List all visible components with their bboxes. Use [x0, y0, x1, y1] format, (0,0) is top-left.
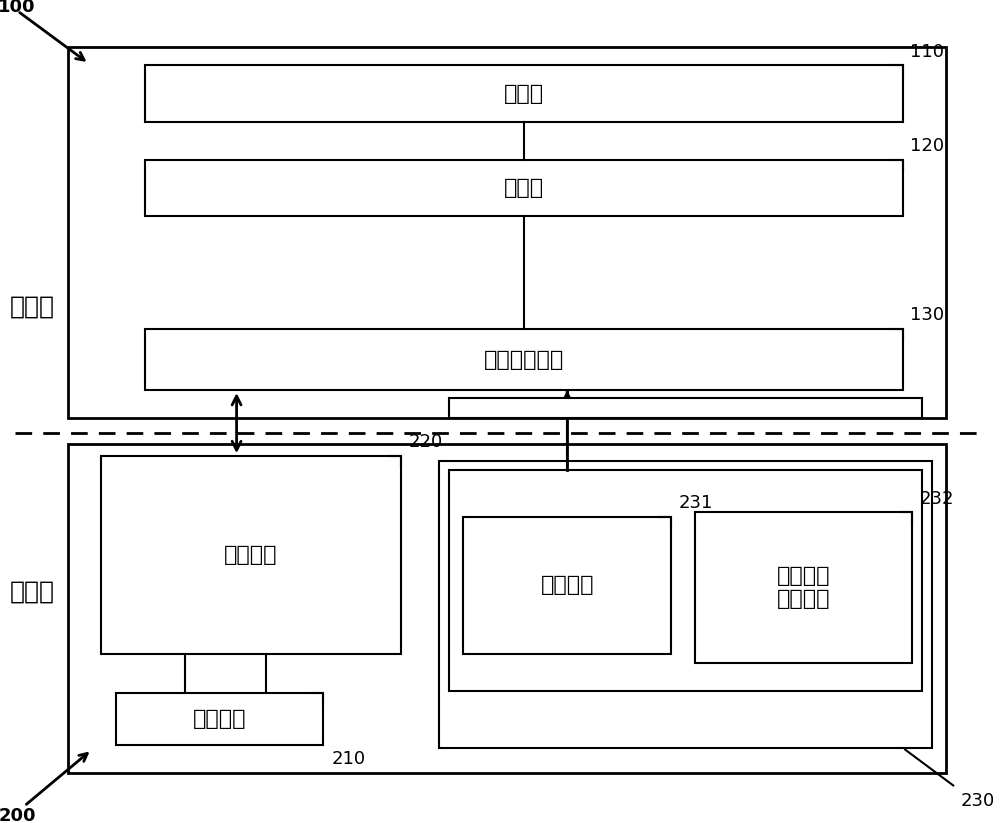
Bar [145, 66, 903, 122]
Text: 120: 120 [910, 137, 944, 155]
Text: 110: 110 [910, 43, 944, 61]
Bar [145, 160, 903, 216]
Text: 执行部件: 执行部件 [193, 709, 246, 729]
Text: 130: 130 [910, 306, 944, 324]
Bar [101, 456, 401, 653]
Text: 处理器: 处理器 [504, 178, 544, 198]
Text: 设备端: 设备端 [9, 580, 54, 604]
Bar [439, 461, 932, 748]
Text: 无线通信模块: 无线通信模块 [484, 350, 564, 370]
Text: 232: 232 [920, 490, 955, 508]
Bar [145, 329, 903, 390]
Text: 设备状态
推送模块: 设备状态 推送模块 [777, 566, 830, 609]
Text: 231: 231 [679, 495, 713, 513]
Bar [463, 517, 671, 653]
Bar [116, 693, 323, 745]
Bar [68, 444, 946, 773]
Text: 图传模块: 图传模块 [540, 575, 594, 595]
Bar [695, 513, 912, 663]
Bar [449, 470, 922, 691]
Text: 220: 220 [408, 434, 443, 451]
Text: 200: 200 [0, 807, 36, 823]
Text: 230: 230 [961, 792, 995, 810]
Text: 100: 100 [0, 0, 36, 16]
Text: 210: 210 [331, 750, 365, 768]
Text: 存储器: 存储器 [504, 84, 544, 104]
Bar [449, 398, 922, 418]
Text: 控制端: 控制端 [9, 295, 54, 319]
Text: 智能中控: 智能中控 [224, 545, 278, 565]
Bar [68, 47, 946, 418]
